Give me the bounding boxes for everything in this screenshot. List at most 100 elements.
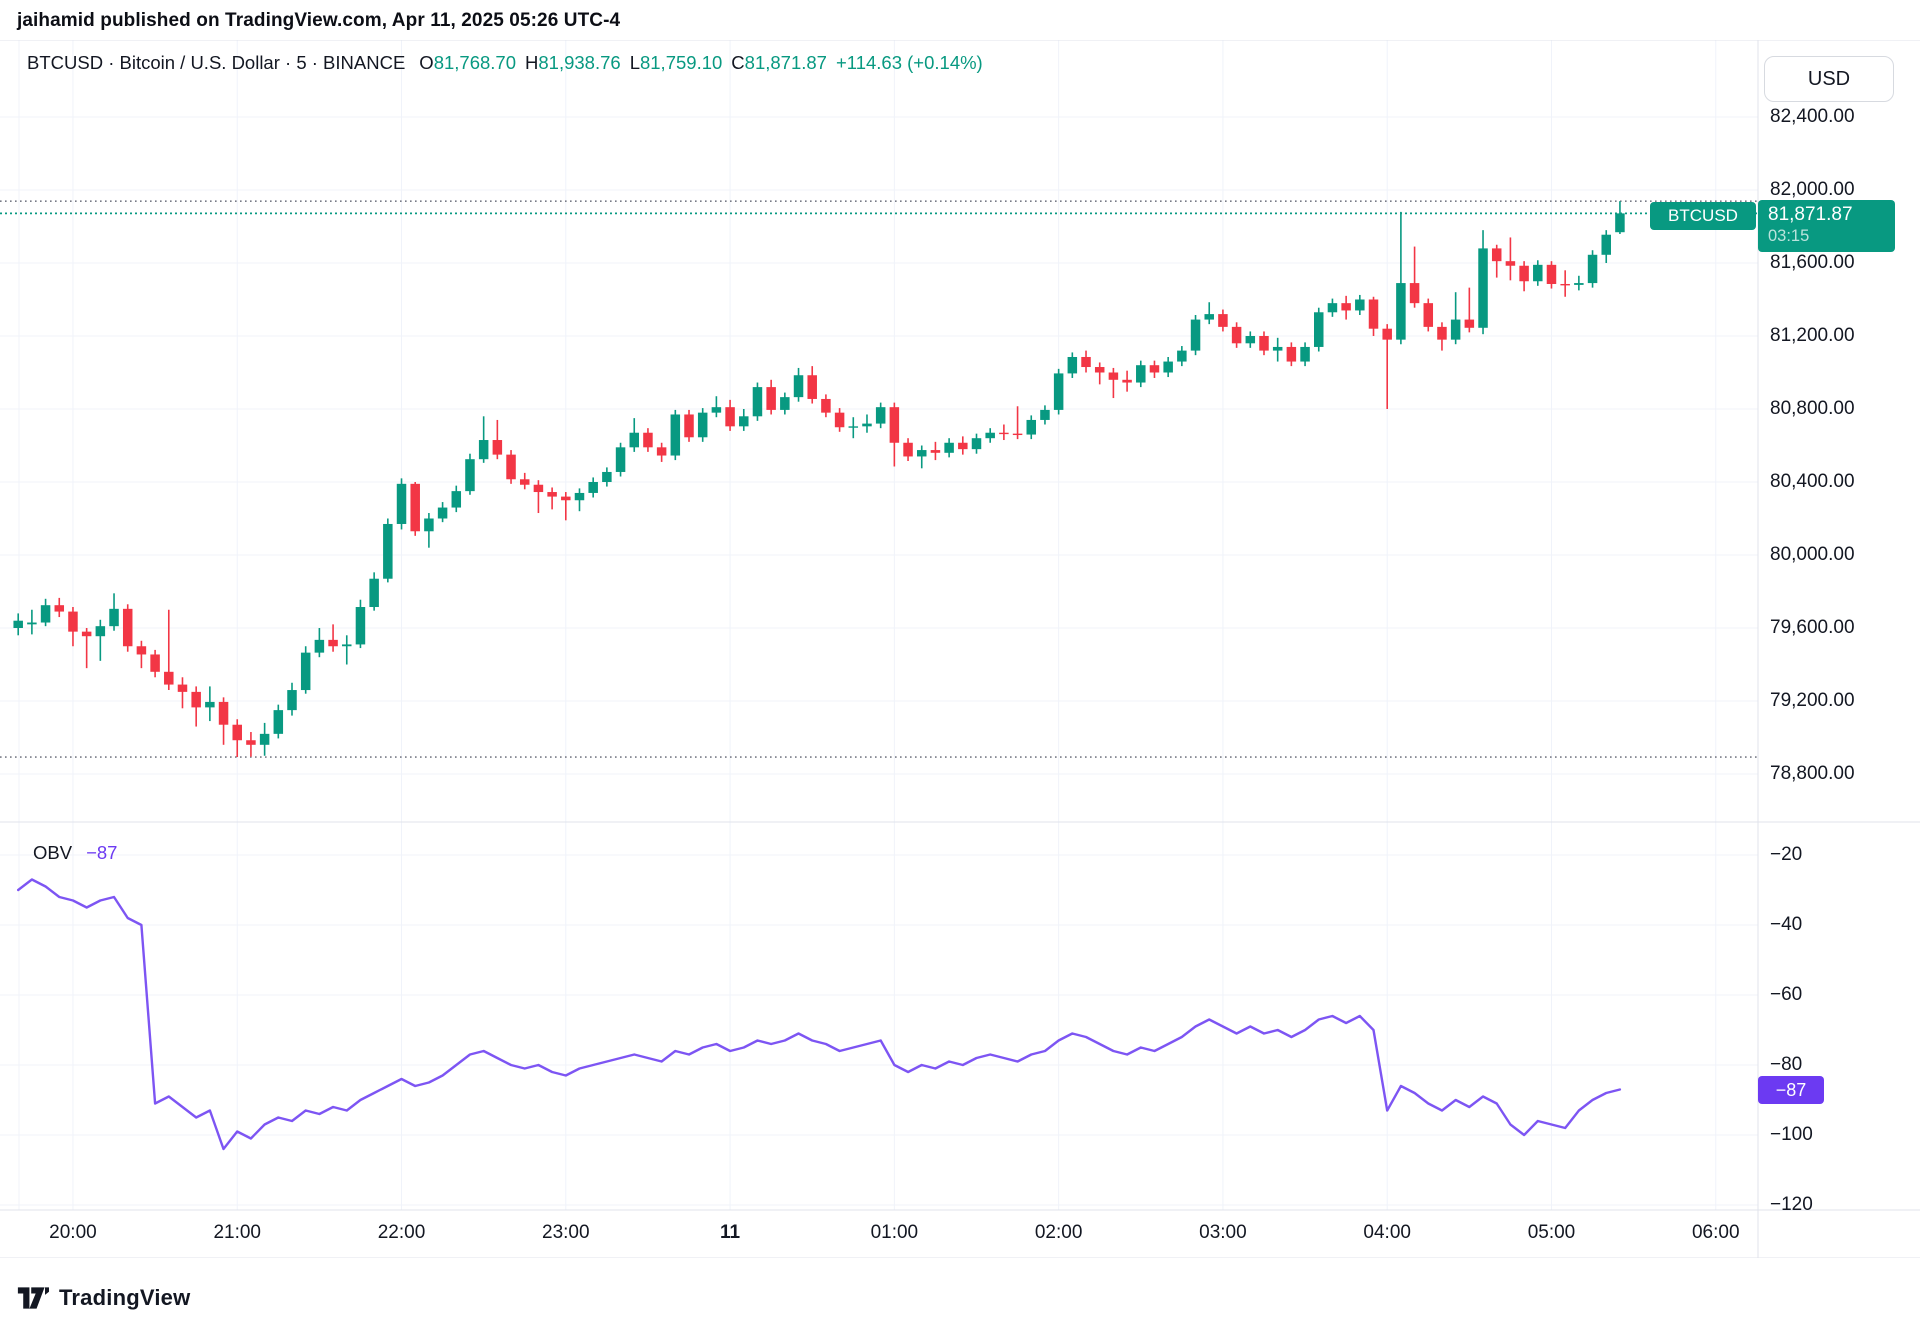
obv-line bbox=[17, 878, 1622, 1151]
candles-layer bbox=[13, 201, 1625, 758]
candle bbox=[246, 732, 256, 757]
candle bbox=[1382, 324, 1392, 409]
time-axis-label: 04:00 bbox=[1363, 1222, 1411, 1243]
candle bbox=[1026, 415, 1037, 440]
candle bbox=[1231, 322, 1242, 348]
candle bbox=[287, 682, 297, 716]
time-axis-label: 21:00 bbox=[213, 1222, 261, 1243]
obv-axis-label: −20 bbox=[1770, 844, 1803, 865]
candle bbox=[1040, 405, 1050, 425]
time-axis-label: 06:00 bbox=[1691, 1222, 1740, 1243]
candle bbox=[834, 408, 845, 432]
tradingview-logo-icon bbox=[17, 1287, 49, 1309]
candle bbox=[1615, 201, 1625, 234]
candle bbox=[1587, 250, 1598, 288]
candle bbox=[697, 408, 708, 442]
candle bbox=[1368, 296, 1379, 336]
candle bbox=[205, 686, 215, 722]
candle bbox=[1505, 237, 1516, 281]
candle bbox=[903, 438, 913, 462]
time-axis-label: 03:00 bbox=[1199, 1222, 1247, 1243]
time-axis-label: 11 bbox=[720, 1222, 741, 1243]
candle bbox=[1300, 342, 1310, 367]
candle bbox=[1464, 287, 1475, 333]
candle bbox=[615, 442, 626, 477]
candle bbox=[1218, 309, 1228, 332]
candle bbox=[793, 367, 804, 402]
candle bbox=[1272, 337, 1283, 362]
time-axis-label: 01:00 bbox=[870, 1222, 919, 1243]
price-axis-label: 82,400.00 bbox=[1770, 106, 1855, 127]
candle bbox=[1259, 331, 1269, 356]
tradingview-logo-text: TradingView bbox=[59, 1285, 191, 1310]
candle bbox=[1478, 230, 1488, 335]
reference-lines bbox=[0, 200, 1758, 758]
tradingview-logo[interactable]: TradingView bbox=[17, 1283, 190, 1313]
candle bbox=[1533, 260, 1543, 286]
obv-indicator-legend[interactable]: OBV −87 bbox=[33, 842, 117, 864]
candle bbox=[506, 450, 516, 484]
attribution-text: jaihamid published on TradingView.com, A… bbox=[17, 10, 621, 31]
candle bbox=[1546, 261, 1557, 289]
candle bbox=[1067, 352, 1078, 378]
candle bbox=[1081, 350, 1091, 373]
currency-toggle-button[interactable]: USD bbox=[1764, 56, 1894, 102]
candle bbox=[1574, 275, 1584, 291]
candle bbox=[916, 445, 927, 469]
time-axis-label: 20:00 bbox=[49, 1222, 97, 1243]
candle bbox=[424, 513, 434, 548]
candle bbox=[328, 624, 338, 652]
candle bbox=[807, 366, 817, 404]
price-axis-label: 80,400.00 bbox=[1770, 471, 1855, 492]
symbol-legend[interactable]: BTCUSD · Bitcoin / U.S. Dollar · 5 · BIN… bbox=[27, 52, 983, 74]
candle bbox=[1601, 230, 1611, 263]
candle bbox=[300, 646, 311, 694]
candle bbox=[602, 467, 612, 487]
close-value: C81,871.87 bbox=[731, 52, 827, 73]
candle bbox=[232, 719, 242, 758]
price-axis-label: 81,600.00 bbox=[1770, 252, 1855, 273]
candle bbox=[410, 482, 420, 536]
candle bbox=[985, 428, 995, 443]
price-axis-label: 80,800.00 bbox=[1770, 398, 1855, 419]
candle bbox=[889, 402, 900, 467]
candle bbox=[81, 628, 92, 669]
price-axis-label: 78,800.00 bbox=[1770, 763, 1855, 784]
candle bbox=[1314, 307, 1324, 352]
last-price-value: 81,871.87 bbox=[1768, 204, 1853, 225]
candle bbox=[1177, 346, 1187, 367]
candle bbox=[1423, 298, 1434, 332]
candle bbox=[1327, 298, 1338, 317]
last-price-badge: 81,871.87 03:15 bbox=[1758, 200, 1895, 252]
change-value: +114.63 (+0.14%) bbox=[835, 52, 983, 73]
candle bbox=[27, 609, 37, 635]
obv-indicator-name: OBV bbox=[33, 842, 73, 863]
candle bbox=[1245, 331, 1256, 348]
candle bbox=[1450, 292, 1461, 345]
candle bbox=[684, 409, 694, 442]
chart-canvas[interactable] bbox=[0, 40, 1920, 1258]
candle bbox=[465, 453, 475, 495]
price-axis-label: 80,000.00 bbox=[1770, 544, 1855, 565]
low-value: L81,759.10 bbox=[629, 52, 723, 73]
last-price-symbol-pill: BTCUSD bbox=[1650, 202, 1756, 230]
candle bbox=[1286, 342, 1297, 367]
candle bbox=[519, 472, 530, 490]
candle bbox=[164, 609, 174, 691]
candle bbox=[643, 428, 653, 452]
time-axis-label: 23:00 bbox=[542, 1222, 590, 1243]
high-value: H81,938.76 bbox=[525, 52, 621, 73]
price-axis-label: 79,600.00 bbox=[1770, 617, 1855, 638]
candle bbox=[561, 492, 571, 521]
candle bbox=[958, 436, 968, 455]
candle bbox=[848, 417, 859, 439]
candle bbox=[766, 379, 776, 415]
candle bbox=[1355, 294, 1365, 316]
candle bbox=[218, 697, 229, 745]
candle bbox=[1122, 370, 1132, 392]
candle bbox=[930, 441, 941, 461]
candle bbox=[971, 433, 982, 454]
candle bbox=[13, 613, 23, 636]
candle bbox=[1136, 360, 1146, 388]
candle bbox=[1053, 368, 1064, 415]
